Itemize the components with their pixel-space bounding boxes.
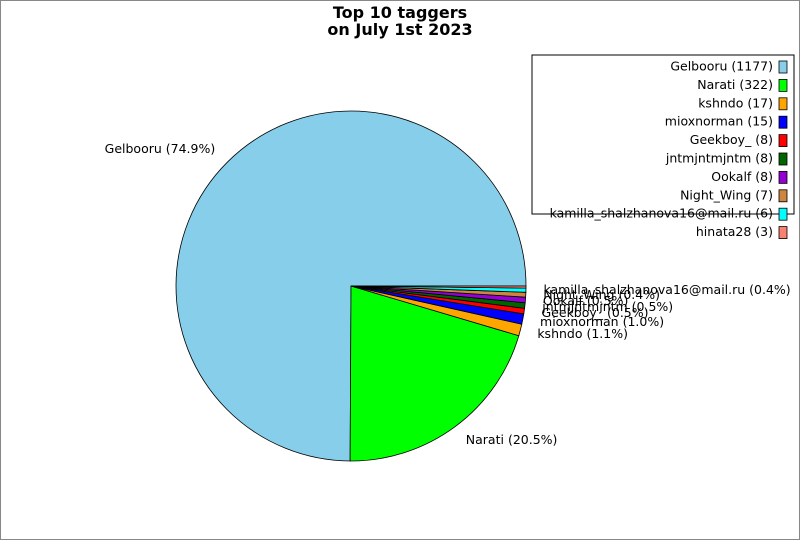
legend-swatch: [778, 189, 788, 203]
legend-label: Narati (322): [697, 77, 773, 92]
legend-swatch: [778, 207, 788, 221]
legend-label: hinata28 (3): [696, 224, 773, 239]
pie-slice: [350, 285, 527, 289]
slice-label: kshndo (1.1%): [537, 326, 628, 341]
slice-label: Gelbooru (74.9%): [105, 141, 216, 156]
legend-swatch: [778, 97, 788, 111]
legend-label: Night_Wing (7): [680, 187, 773, 202]
legend-swatch: [778, 134, 788, 148]
legend-swatch: [778, 115, 788, 129]
slice-label: Narati (20.5%): [466, 432, 558, 447]
legend-swatch: [778, 170, 788, 184]
legend-label: mioxnorman (15): [665, 114, 773, 129]
legend-label: jntmjntmjntm (8): [665, 151, 773, 166]
chart-title: Top 10 taggers on July 1st 2023: [327, 3, 473, 39]
legend-swatch: [778, 152, 788, 166]
slice-label: kamilla_shalzhanova16@mail.ru (0.4%): [543, 282, 790, 297]
slice-label: Night_Wing (0.4%): [543, 287, 660, 302]
legend-label: Gelbooru (1177): [670, 59, 773, 74]
pie-slice: [349, 285, 520, 462]
legend-swatch: [778, 79, 788, 92]
legend-label: kamilla_shalzhanova16@mail.ru (6): [550, 206, 773, 221]
legend-box: [531, 54, 795, 215]
legend-swatch: [778, 60, 788, 74]
slice-label: Geekboy_ (0.5%): [542, 305, 649, 320]
slice-label: jntmjntmjntm (0.5%): [541, 299, 673, 314]
legend-label: kshndo (17): [698, 95, 773, 110]
slice-label: mioxnorman (1.0%): [540, 314, 664, 329]
legend-swatch: [778, 226, 788, 240]
slice-label: Ookalf (0.5%): [543, 293, 629, 308]
legend-label: Ookalf (8): [711, 169, 773, 184]
legend-label: Geekboy_ (8): [690, 132, 773, 147]
